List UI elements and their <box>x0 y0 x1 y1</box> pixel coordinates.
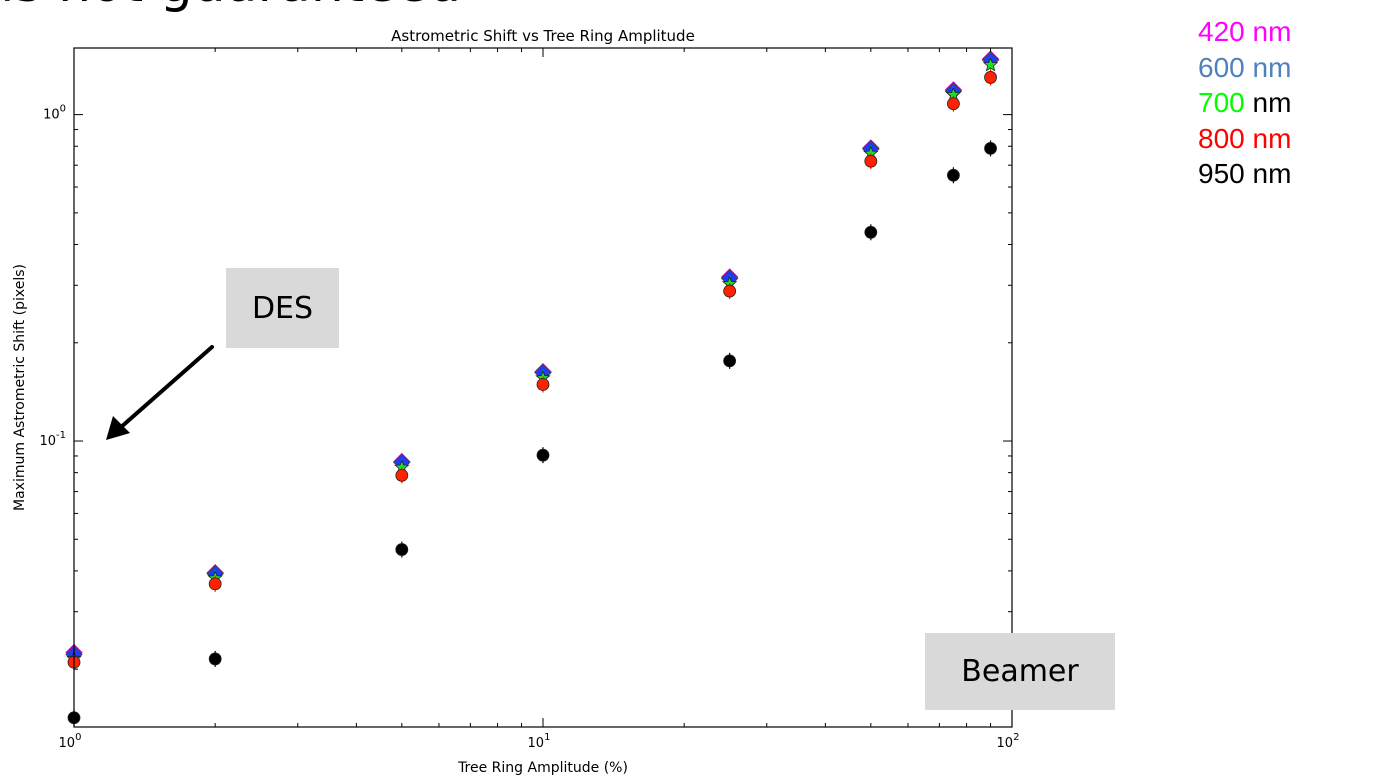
series-700-nm <box>66 56 999 667</box>
legend-item: 600 nm <box>1198 50 1291 86</box>
series-950-nm <box>67 140 997 726</box>
chart-title: Astrometric Shift vs Tree Ring Amplitude <box>391 27 695 45</box>
slide-title-fragment: is not guaranteed <box>0 0 461 10</box>
y-tick-label: 100 <box>43 104 66 123</box>
data-point <box>536 448 550 462</box>
legend-wavelength: 800 <box>1198 122 1245 154</box>
legend-unit: nm <box>1244 122 1292 154</box>
data-point <box>982 56 999 72</box>
data-point <box>947 97 960 111</box>
legend-wavelength: 700 <box>1198 87 1245 118</box>
data-point <box>723 284 737 298</box>
y-axis-label: Maximum Astrometric Shift (pixels) <box>12 264 28 511</box>
des-callout: DES <box>226 268 339 348</box>
y-tick-label: 10-1 <box>39 430 66 449</box>
des-arrow <box>106 345 214 440</box>
legend-unit: nm <box>1244 87 1292 118</box>
legend-item: 700 nm <box>1198 85 1291 121</box>
data-point <box>395 543 409 556</box>
data-point <box>864 225 878 239</box>
x-tick-label: 100 <box>59 732 82 751</box>
data-point <box>536 378 550 391</box>
legend-item: 950 nm <box>1198 156 1291 192</box>
series-600-nm <box>65 51 1000 664</box>
legend-unit: nm <box>1244 51 1292 83</box>
beamer-watermark: Beamer <box>925 633 1115 710</box>
data-point <box>723 354 737 368</box>
data-point <box>947 168 960 182</box>
legend-wavelength: 420 <box>1198 16 1245 47</box>
data-point <box>395 468 409 482</box>
legend-item: 800 nm <box>1198 121 1291 157</box>
legend-unit: nm <box>1244 16 1292 47</box>
x-tick-label: 101 <box>528 732 551 751</box>
data-point <box>864 154 878 168</box>
legend-unit: nm <box>1244 158 1292 189</box>
legend-item: 420 nm <box>1198 14 1291 50</box>
data-point <box>208 652 222 666</box>
series-420-nm <box>65 50 1000 662</box>
legend-wavelength: 950 <box>1198 158 1245 189</box>
legend-wavelength: 600 <box>1198 51 1245 83</box>
x-axis-label: Tree Ring Amplitude (%) <box>457 760 628 776</box>
x-tick-label: 102 <box>997 732 1020 751</box>
data-point <box>984 71 997 84</box>
legend: 420 nm 600 nm 700 nm 800 nm 950 nm <box>1198 14 1291 192</box>
data-point <box>984 141 997 155</box>
series-800-nm <box>67 69 997 671</box>
data-point <box>208 577 222 591</box>
